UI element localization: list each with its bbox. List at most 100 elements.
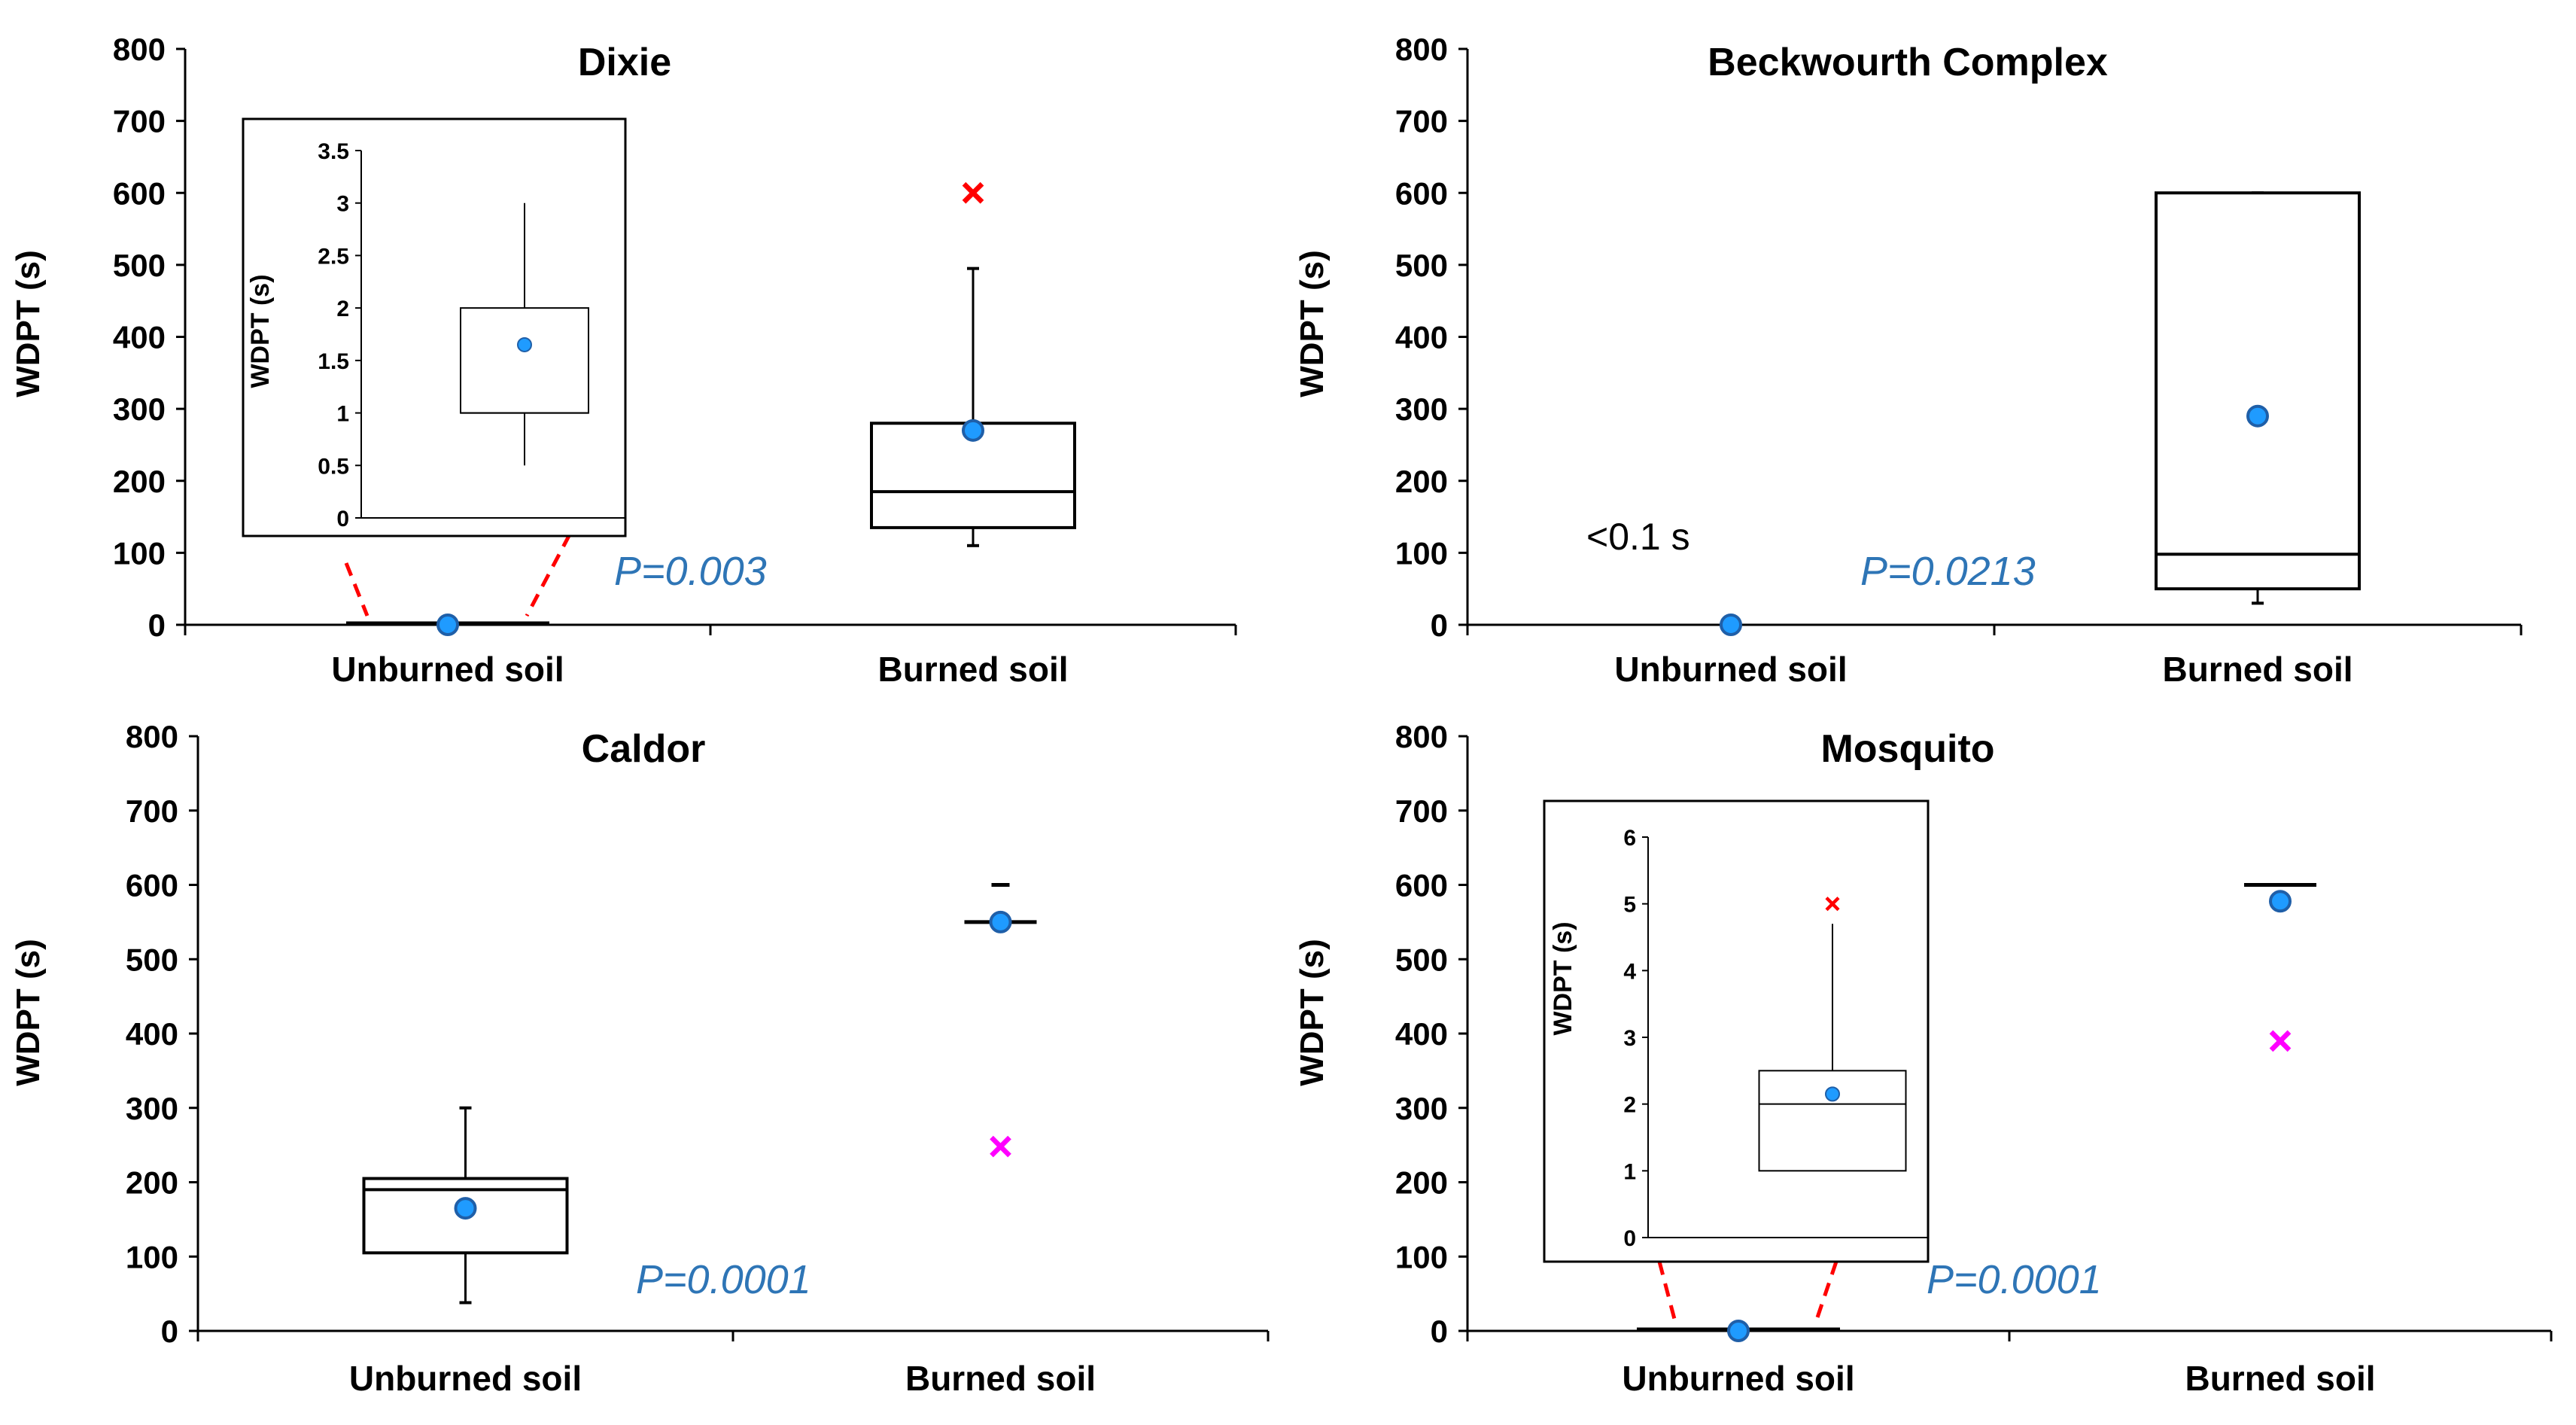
outlier-marker	[962, 181, 984, 204]
inset-y-tick-label: 5	[1623, 893, 1636, 918]
panel-beckwourth: Beckwourth Complex WDPT (s) 0 100 200 300 400 5…	[1294, 32, 2523, 689]
y-tick-label: 100	[126, 1239, 178, 1274]
x-category-label: Unburned soil	[1622, 1359, 1854, 1398]
y-tick-label: 0	[1431, 1314, 1448, 1349]
panel-caldor: Caldor WDPT (s) 0 100 200 300 400 500 600 700 800 U…	[10, 719, 1270, 1398]
inset-chart: 0 1 2 3 4 5 6 WDPT (s)	[1543, 799, 1930, 1323]
y-tick-label: 500	[126, 942, 178, 977]
panel-dixie: Dixie WDPT (s) 0 100 200 300 400 500 600 700 800 Un…	[10, 32, 1237, 689]
inset-y-tick-label: 4	[1623, 959, 1636, 984]
y-tick-label: 500	[1395, 248, 1448, 283]
chart-title: Dixie	[578, 41, 671, 84]
y-tick-label: 500	[1395, 942, 1448, 977]
annotation-label: <0.1 s	[1586, 516, 1690, 558]
y-tick-label: 500	[113, 248, 166, 283]
box-burned	[2155, 191, 2361, 605]
y-tick-label: 200	[126, 1165, 178, 1201]
y-tick-label: 600	[113, 175, 166, 211]
inset-y-tick-label: 2.5	[318, 244, 349, 269]
inset-y-tick-label: 2	[1623, 1093, 1636, 1118]
box-burned	[870, 181, 1076, 547]
y-tick-label: 400	[1395, 320, 1448, 355]
inset-chart: 0 0.5 1 1.5 2 2.5 3 3.5 WDPT (s)	[242, 117, 627, 617]
chart-title: Beckwourth Complex	[1708, 41, 2108, 84]
inset-connector-line	[344, 562, 370, 617]
inset-frame	[1543, 799, 1930, 1263]
y-tick-label: 700	[1395, 793, 1448, 829]
box-unburned	[346, 614, 549, 636]
y-tick-label: 300	[1395, 391, 1448, 427]
inset-y-tick-label: 0.5	[318, 454, 349, 479]
inset-outlier-marker	[1825, 897, 1840, 912]
y-tick-label: 0	[1431, 607, 1448, 643]
x-category-label: Burned soil	[2162, 650, 2352, 689]
box-burned	[2244, 883, 2316, 1052]
inset-y-axis-label: WDPT (s)	[246, 274, 275, 388]
inset-y-tick-label: 1	[1623, 1159, 1636, 1184]
y-tick-label: 800	[1395, 719, 1448, 754]
inset-box-iqr	[460, 307, 589, 414]
mean-marker	[1720, 614, 1742, 636]
y-tick-label: 100	[1395, 1239, 1448, 1274]
y-tick-label: 200	[113, 464, 166, 499]
box-unburned	[1720, 614, 1742, 636]
inset-box-iqr	[1758, 1070, 1907, 1172]
inset-connector-line	[1657, 1261, 1677, 1323]
mean-marker	[454, 1197, 477, 1220]
y-axis-label: WDPT (s)	[10, 939, 47, 1086]
outlier-marker	[2269, 1030, 2292, 1052]
y-tick-label: 100	[113, 535, 166, 571]
inset-y-tick-label: 3.5	[318, 139, 349, 164]
inset-y-tick-label: 1	[336, 402, 349, 427]
x-category-label: Burned soil	[905, 1359, 1096, 1398]
outlier-marker	[990, 1135, 1011, 1158]
box-unburned	[1637, 1320, 1840, 1342]
y-axis-label: WDPT (s)	[10, 250, 47, 397]
x-category-label: Burned soil	[2185, 1359, 2375, 1398]
inset-y-tick-label: 0	[1623, 1226, 1636, 1251]
y-tick-label: 800	[113, 32, 166, 67]
inset-y-tick-label: 3	[1623, 1026, 1636, 1051]
mean-marker	[1727, 1320, 1750, 1342]
y-tick-label: 700	[113, 104, 166, 139]
y-tick-label: 300	[113, 391, 166, 427]
inset-connector-line	[525, 533, 572, 617]
panel-mosquito: Mosquito WDPT (s) 0 100 200 300 400 500 600 700 80…	[1294, 719, 2553, 1398]
inset-y-tick-label: 1.5	[318, 349, 349, 374]
y-tick-label: 600	[126, 868, 178, 903]
p-value-label: P=0.0213	[1860, 549, 2036, 594]
mean-marker	[436, 614, 459, 636]
inset-mean-marker	[1825, 1086, 1840, 1102]
chart-title: Caldor	[582, 727, 706, 771]
box-iqr	[2155, 191, 2361, 591]
y-tick-label: 800	[1395, 32, 1448, 67]
p-value-label: P=0.0001	[1927, 1257, 2102, 1302]
x-category-label: Unburned soil	[1614, 650, 1847, 689]
y-tick-label: 200	[1395, 1165, 1448, 1201]
mean-marker	[962, 419, 984, 442]
y-tick-label: 200	[1395, 464, 1448, 499]
y-tick-label: 300	[126, 1091, 178, 1126]
y-tick-label: 300	[1395, 1091, 1448, 1126]
box-unburned	[362, 1106, 569, 1305]
y-tick-label: 400	[126, 1016, 178, 1052]
inset-connector-line	[1814, 1261, 1838, 1323]
mean-marker	[989, 910, 1012, 933]
y-tick-label: 400	[1395, 1016, 1448, 1052]
inset-y-axis-label: WDPT (s)	[1549, 921, 1577, 1035]
x-category-label: Unburned soil	[349, 1359, 582, 1398]
x-category-label: Unburned soil	[331, 650, 564, 689]
y-tick-label: 600	[1395, 175, 1448, 211]
mean-marker	[2269, 890, 2292, 913]
inset-mean-marker	[517, 336, 532, 352]
x-category-label: Burned soil	[877, 650, 1068, 689]
p-value-label: P=0.003	[614, 549, 767, 594]
y-tick-label: 700	[126, 793, 178, 829]
y-tick-label: 100	[1395, 535, 1448, 571]
y-tick-label: 800	[126, 719, 178, 754]
mean-marker	[2246, 404, 2269, 428]
y-tick-label: 0	[161, 1314, 178, 1349]
inset-y-tick-label: 6	[1623, 826, 1636, 851]
p-value-label: P=0.0001	[636, 1257, 811, 1302]
